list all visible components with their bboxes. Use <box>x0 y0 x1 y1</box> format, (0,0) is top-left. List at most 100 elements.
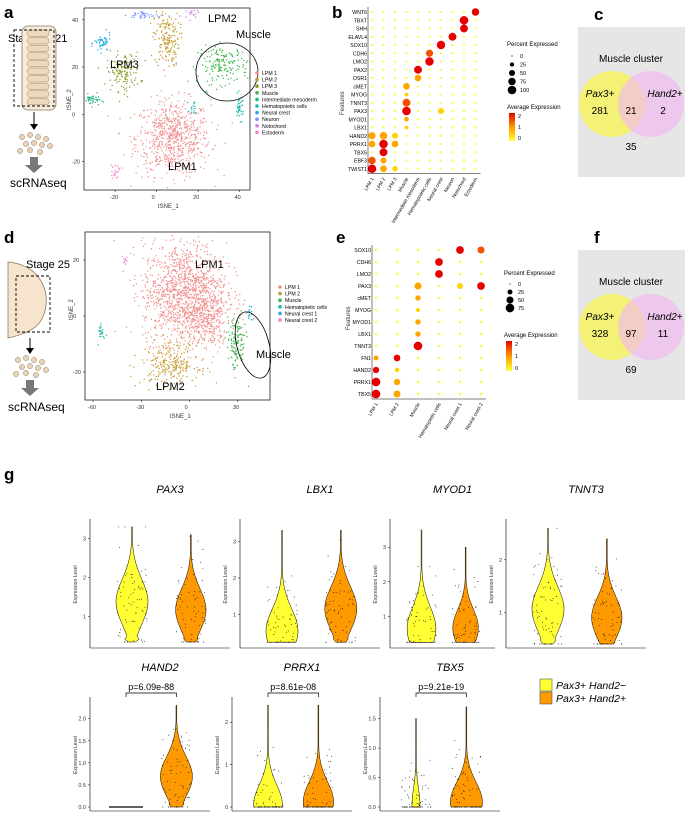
tsne-point <box>152 342 154 344</box>
jitter-point <box>281 782 282 784</box>
tsne-point <box>237 358 239 360</box>
tsne-point <box>233 325 235 327</box>
tsne-point <box>166 302 169 304</box>
tsne-point <box>221 49 224 52</box>
tsne-point <box>204 333 206 335</box>
jitter-point <box>319 806 321 808</box>
tsne-point <box>240 354 243 357</box>
tsne-point <box>148 352 150 354</box>
jitter-point <box>465 762 467 764</box>
tsne-point <box>194 154 196 156</box>
tsne-point <box>162 346 165 348</box>
jitter-point <box>181 741 183 743</box>
jitter-point <box>274 631 276 633</box>
tsne-point <box>187 119 189 121</box>
jitter-point <box>204 622 206 624</box>
tsne-point <box>175 328 177 330</box>
tsne-point <box>117 66 120 69</box>
tsne-point <box>98 327 101 329</box>
tsne-point <box>144 320 147 322</box>
tsne-point <box>172 276 174 278</box>
tsne-point <box>172 319 174 321</box>
tsne-point <box>172 26 174 28</box>
pct-legend-label: 25 <box>520 63 526 69</box>
jitter-point <box>406 618 408 620</box>
tsne-point <box>204 305 206 308</box>
jitter-point <box>181 588 183 589</box>
tsne-point <box>166 369 168 371</box>
tsne-point <box>134 113 136 116</box>
tsne-point <box>232 364 234 366</box>
tsne-point <box>188 131 190 133</box>
y-tick-label: 0.0 <box>78 805 86 811</box>
dot <box>415 319 421 325</box>
tsne-point <box>188 271 191 273</box>
tsne-point <box>103 337 105 339</box>
tsne-point <box>162 353 164 355</box>
jitter-point <box>132 592 134 594</box>
tsne-point <box>191 318 193 321</box>
gray-arrow-head-d <box>21 388 39 396</box>
tsne-point <box>105 38 108 40</box>
jitter-point <box>451 795 453 797</box>
tsne-point <box>134 79 136 82</box>
jitter-point <box>543 596 545 598</box>
tsne-point <box>113 65 116 68</box>
tsne-point <box>173 311 175 314</box>
venn-set-b <box>618 71 684 137</box>
y-axis-label: Expression Level <box>223 565 229 603</box>
tsne-point <box>176 284 178 286</box>
jitter-point <box>552 634 554 636</box>
tsne-point <box>192 255 194 257</box>
dot <box>474 118 477 121</box>
tsne-point <box>146 289 148 291</box>
tsne-point <box>230 60 232 62</box>
legend-dot <box>255 84 259 88</box>
tsne-point <box>155 346 157 348</box>
tsne-point <box>205 301 207 303</box>
dot <box>394 44 396 46</box>
tsne-point <box>183 278 186 281</box>
tsne-point <box>198 309 200 311</box>
jitter-point <box>141 581 143 583</box>
dot <box>451 110 454 112</box>
jitter-point <box>194 599 196 601</box>
tsne-point <box>177 361 179 363</box>
jitter-point <box>461 635 462 637</box>
tsne-point <box>168 41 170 43</box>
jitter-point <box>422 785 424 787</box>
feature-label: TBX5 <box>354 150 367 156</box>
jitter-point <box>132 583 134 584</box>
tsne-point <box>183 259 186 261</box>
tsne-point <box>179 317 181 319</box>
jitter-point <box>454 739 456 741</box>
jitter-point <box>253 806 255 808</box>
jitter-point <box>188 772 190 773</box>
tsne-point <box>177 274 180 277</box>
y-tick-label: -20 <box>72 160 80 166</box>
feature-label: LBX1 <box>358 332 371 338</box>
tsne-point <box>184 108 187 110</box>
tsne-point <box>218 312 220 314</box>
dot <box>382 60 385 63</box>
tsne-point <box>172 153 175 156</box>
tsne-point <box>167 136 170 138</box>
jitter-point <box>429 638 431 640</box>
tsne-point <box>168 120 171 123</box>
tsne-point <box>160 381 163 383</box>
jitter-point <box>145 613 147 614</box>
jitter-point <box>325 791 327 793</box>
tsne-point <box>163 289 165 291</box>
tsne-point <box>243 334 245 337</box>
y-tick-label: 0.5 <box>78 783 86 789</box>
tsne-point <box>244 323 246 325</box>
tsne-point <box>142 297 144 299</box>
tsne-point <box>168 275 171 277</box>
dot <box>451 126 454 129</box>
jitter-point <box>132 601 134 603</box>
jitter-point <box>456 637 457 639</box>
tsne-point <box>114 170 117 172</box>
jitter-point <box>272 801 274 803</box>
tsne-point <box>175 133 177 135</box>
